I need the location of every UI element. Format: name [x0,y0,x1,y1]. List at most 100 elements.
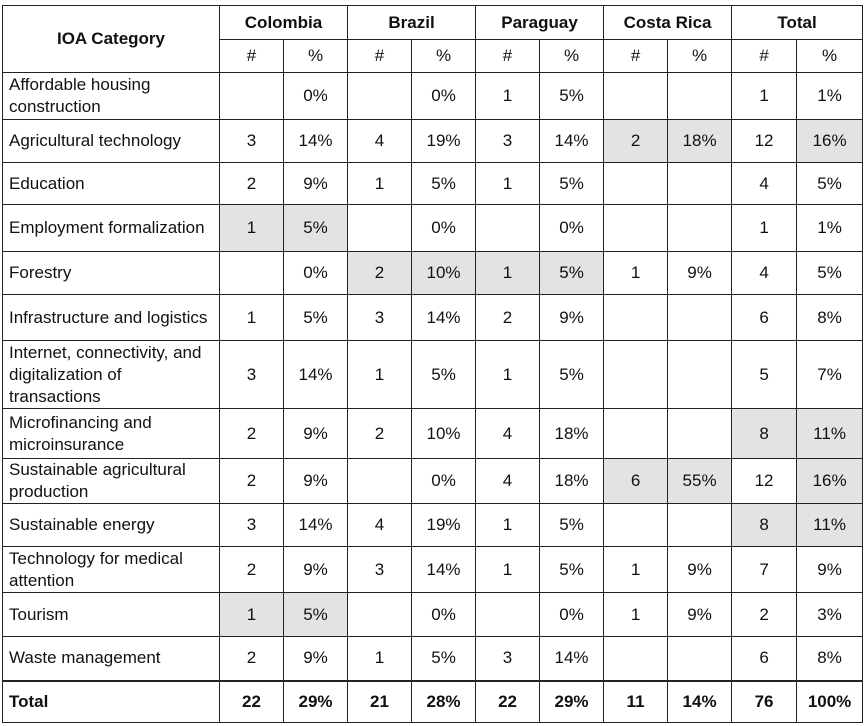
cell [667,408,733,459]
cell: 9% [282,408,349,459]
cell: 12 [731,458,798,504]
cell [347,592,413,637]
cell [603,636,669,681]
table-row: Waste management 2 9% 1 5% 3 14% 6 8% [2,636,864,681]
cell: 4 [475,458,541,504]
cell: 2 [219,408,284,459]
row-label: Waste management [2,636,220,681]
cell: 8 [731,503,798,547]
cell: 3 [475,119,541,163]
total-row: Total 22 29% 21 28% 22 29% 11 14% 76 100% [2,679,864,723]
row-label: Infrastructure and logistics [2,294,220,341]
cell: 9% [667,546,733,593]
cell: 1 [347,340,413,409]
cell: 14% [282,119,349,163]
cell: 2 [603,119,669,163]
cell: 2 [219,162,284,205]
cell: 9% [282,162,349,205]
cell: 10% [411,251,477,295]
cell: 5% [539,162,605,205]
table-row: Sustainable agricultural production 2 9% 0%… [2,458,864,504]
cell: 16% [796,119,864,163]
cell: 3 [219,503,284,547]
cell: 5% [539,340,605,409]
cell: 1 [603,251,669,295]
cell: 0% [411,458,477,504]
cell: 9% [667,592,733,637]
cell: 5% [411,340,477,409]
cell [603,162,669,205]
table-row: Agricultural technology 3 14% 4 19% 3 14% 2 18% 1… [2,119,864,163]
cell: 1% [796,72,864,120]
cell: 1 [475,503,541,547]
sub-header: # [219,39,284,73]
cell: 0% [539,592,605,637]
row-label: Total [2,679,220,723]
cell: 5 [731,340,798,409]
table-row: Employment formalization 1 5% 0% 0% 1 1% [2,204,864,252]
cell: 5% [539,503,605,547]
table-row: Education 2 9% 1 5% 1 5% 4 5% [2,162,864,205]
cell: 55% [667,458,733,504]
cell: 5% [796,162,864,205]
group-header: Brazil [347,5,477,40]
cell: 14% [411,546,477,593]
table-row: Sustainable energy 3 14% 4 19% 1 5% 8 11% [2,503,864,547]
cell: 0% [411,72,477,120]
row-label: Sustainable energy [2,503,220,547]
cell: 3 [347,546,413,593]
cell: 7% [796,340,864,409]
cell [603,204,669,252]
cell: 2 [347,251,413,295]
cell: 12 [731,119,798,163]
cell: 9% [667,251,733,295]
cell [667,72,733,120]
group-header: Colombia [218,5,349,40]
cell: 6 [731,294,798,341]
row-label: Technology for medical attention [2,546,220,593]
cell [347,458,413,504]
table-body: Affordable housing construction 0% 0% 1 5% 1 1… [2,72,864,723]
group-header: Paraguay [475,5,605,40]
cell: 5% [539,72,605,120]
cell [475,204,541,252]
cell: 2 [219,546,284,593]
sub-header: % [411,39,477,73]
cell: 18% [539,458,605,504]
cell: 9% [282,636,349,681]
cell: 1 [475,162,541,205]
cell [667,340,733,409]
cell: 5% [282,294,349,341]
cell [603,72,669,120]
cell: 1 [475,72,541,120]
row-label: Internet, connectivity, and digitalizati… [2,340,220,409]
cell: 76 [731,679,798,723]
header-row: #% #% #% #% #% [3,39,864,73]
cell: 5% [282,592,349,637]
cell: 1 [475,340,541,409]
cell: 1% [796,204,864,252]
row-label: Education [2,162,220,205]
cell: 1 [475,251,541,295]
cell: 3% [796,592,864,637]
cell: 11 [603,679,669,723]
cell: 1 [347,162,413,205]
header-cell: IOA Category [2,5,220,73]
group-header: Total [731,5,864,40]
ioa-table: IOA Category Colombia Brazil Paraguay Costa… [2,5,864,723]
cell: 21 [347,679,413,723]
sub-header: % [796,39,864,73]
cell: 0% [411,592,477,637]
cell: 2 [219,458,284,504]
cell [219,251,284,295]
cell: 100% [796,679,864,723]
cell: 14% [282,503,349,547]
row-label: Affordable housing construction [2,72,220,120]
cell [219,72,284,120]
cell: 0% [539,204,605,252]
cell: 8% [796,636,864,681]
row-label: Microfinancing and microinsurance [2,408,220,459]
row-label: Tourism [2,592,220,637]
cell: 11% [796,503,864,547]
cell: 1 [603,592,669,637]
